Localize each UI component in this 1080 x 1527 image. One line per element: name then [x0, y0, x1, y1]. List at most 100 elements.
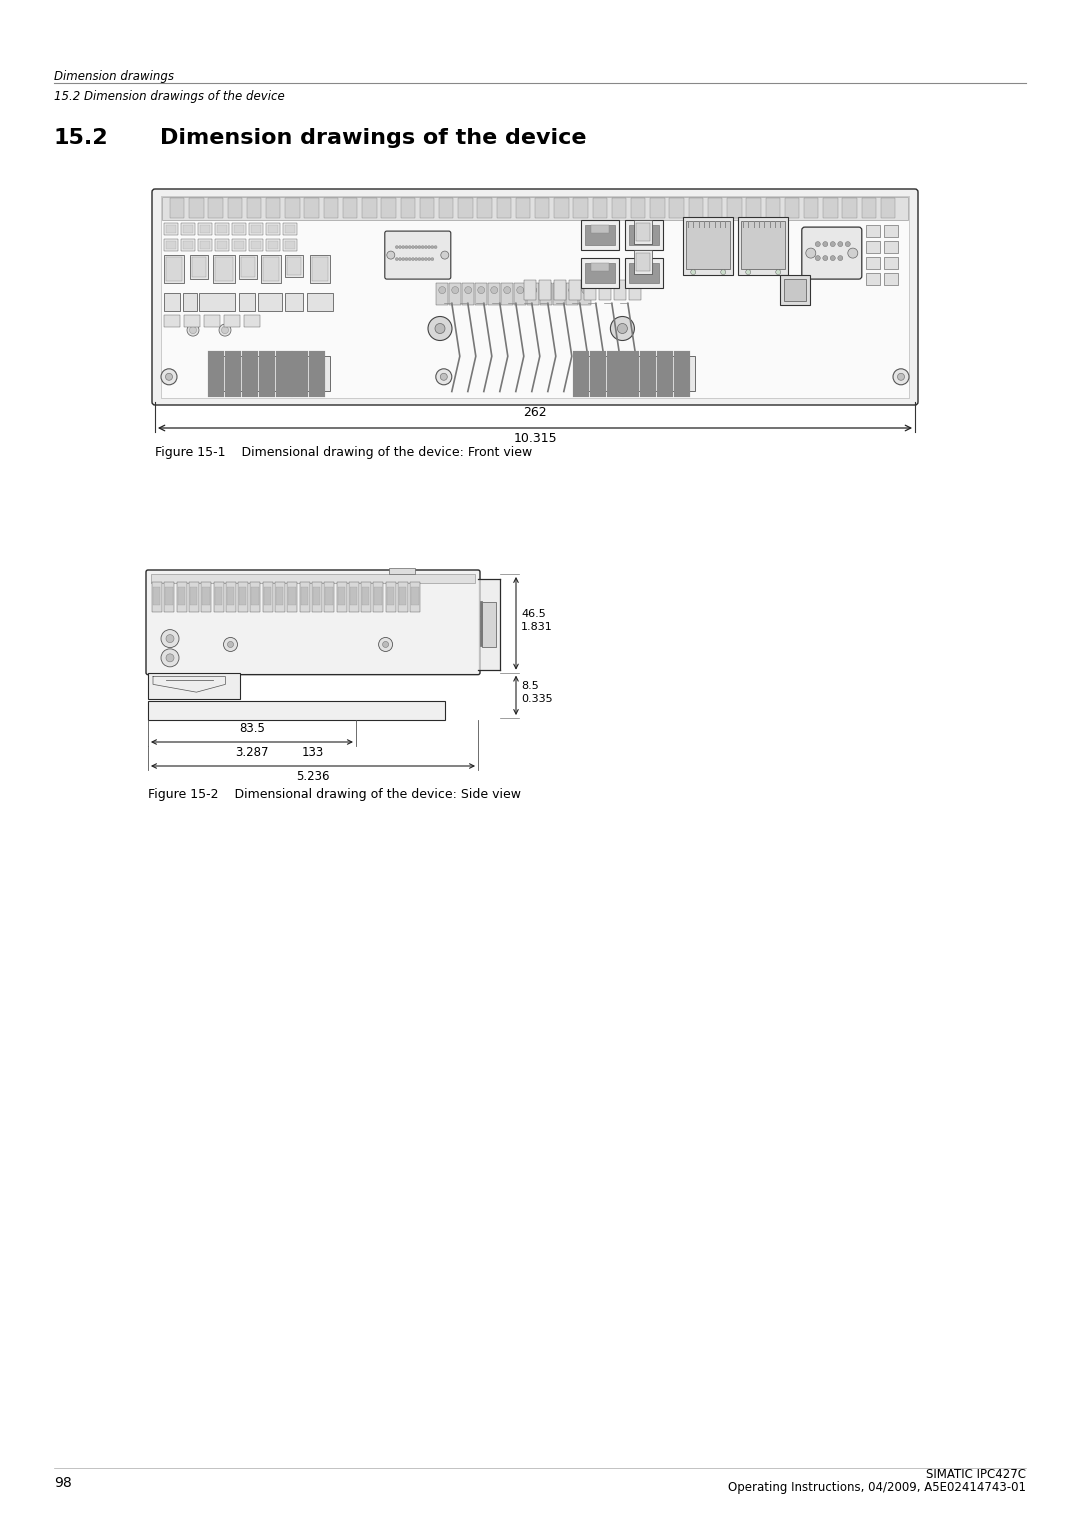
- Circle shape: [428, 246, 431, 249]
- Bar: [842, 199, 856, 218]
- Circle shape: [451, 287, 459, 293]
- Bar: [285, 241, 295, 249]
- Bar: [228, 199, 242, 218]
- Bar: [251, 582, 260, 612]
- Bar: [540, 282, 552, 305]
- Bar: [482, 602, 496, 647]
- Bar: [183, 241, 193, 249]
- Circle shape: [838, 255, 842, 261]
- Text: Figure 15-2    Dimensional drawing of the device: Side view: Figure 15-2 Dimensional drawing of the d…: [148, 788, 521, 802]
- Bar: [591, 224, 609, 234]
- Text: 98: 98: [54, 1477, 71, 1490]
- Bar: [241, 257, 255, 276]
- Bar: [579, 282, 591, 305]
- Bar: [535, 199, 550, 218]
- Bar: [581, 220, 619, 250]
- Bar: [883, 273, 897, 286]
- Circle shape: [431, 258, 434, 261]
- Bar: [635, 224, 652, 234]
- Bar: [244, 315, 260, 327]
- Bar: [337, 586, 345, 605]
- Bar: [268, 224, 278, 234]
- Circle shape: [399, 246, 402, 249]
- Circle shape: [477, 287, 485, 293]
- Circle shape: [166, 635, 174, 643]
- Bar: [217, 241, 227, 249]
- Bar: [183, 224, 193, 234]
- Bar: [261, 255, 281, 282]
- Circle shape: [405, 246, 408, 249]
- Circle shape: [411, 258, 415, 261]
- Circle shape: [438, 287, 446, 293]
- Circle shape: [556, 287, 563, 293]
- Bar: [584, 224, 615, 246]
- FancyBboxPatch shape: [801, 228, 862, 279]
- Text: Figure 15-1    Dimensional drawing of the device: Front view: Figure 15-1 Dimensional drawing of the d…: [156, 446, 532, 460]
- Bar: [624, 220, 663, 250]
- Bar: [300, 586, 308, 605]
- Bar: [631, 199, 646, 218]
- Bar: [164, 582, 174, 612]
- Bar: [153, 586, 160, 605]
- Bar: [501, 282, 513, 305]
- Text: 8.5: 8.5: [521, 681, 539, 692]
- Bar: [177, 582, 187, 612]
- Bar: [213, 255, 235, 282]
- Text: SIMATIC IPC427C: SIMATIC IPC427C: [926, 1467, 1026, 1481]
- Circle shape: [806, 247, 815, 258]
- Circle shape: [435, 324, 445, 333]
- Bar: [283, 223, 297, 235]
- Circle shape: [424, 258, 428, 261]
- Bar: [629, 224, 659, 246]
- Circle shape: [411, 246, 415, 249]
- Bar: [823, 199, 838, 218]
- Bar: [883, 241, 897, 253]
- Bar: [162, 197, 908, 220]
- Text: 83.5: 83.5: [239, 722, 265, 734]
- Bar: [164, 315, 180, 327]
- Bar: [181, 240, 195, 250]
- Bar: [312, 582, 322, 612]
- Bar: [527, 282, 539, 305]
- Bar: [200, 224, 210, 234]
- Circle shape: [405, 258, 408, 261]
- Bar: [342, 199, 357, 218]
- Circle shape: [224, 637, 238, 652]
- Bar: [239, 293, 255, 312]
- Circle shape: [815, 241, 821, 246]
- Circle shape: [831, 241, 835, 246]
- Bar: [181, 223, 195, 235]
- Bar: [285, 224, 295, 234]
- Bar: [148, 672, 241, 699]
- Circle shape: [418, 258, 421, 261]
- Bar: [634, 250, 652, 275]
- Bar: [166, 224, 176, 234]
- Bar: [375, 586, 382, 605]
- Circle shape: [395, 246, 399, 249]
- Circle shape: [831, 255, 835, 261]
- Circle shape: [618, 324, 627, 333]
- Bar: [727, 199, 742, 218]
- Text: 0.335: 0.335: [521, 695, 553, 704]
- Bar: [164, 223, 178, 235]
- Circle shape: [228, 641, 233, 647]
- Bar: [865, 241, 879, 253]
- Circle shape: [402, 246, 405, 249]
- Bar: [234, 241, 244, 249]
- Bar: [215, 223, 229, 235]
- Bar: [285, 199, 299, 218]
- Bar: [164, 255, 184, 282]
- Bar: [568, 279, 581, 301]
- FancyBboxPatch shape: [146, 570, 480, 675]
- Bar: [239, 255, 257, 279]
- Bar: [276, 586, 283, 605]
- Bar: [883, 257, 897, 269]
- Bar: [152, 582, 162, 612]
- Circle shape: [408, 246, 411, 249]
- Bar: [151, 574, 475, 583]
- Text: 5.236: 5.236: [296, 770, 329, 783]
- Bar: [251, 241, 261, 249]
- Circle shape: [387, 250, 395, 260]
- Bar: [215, 257, 233, 281]
- Circle shape: [441, 373, 447, 380]
